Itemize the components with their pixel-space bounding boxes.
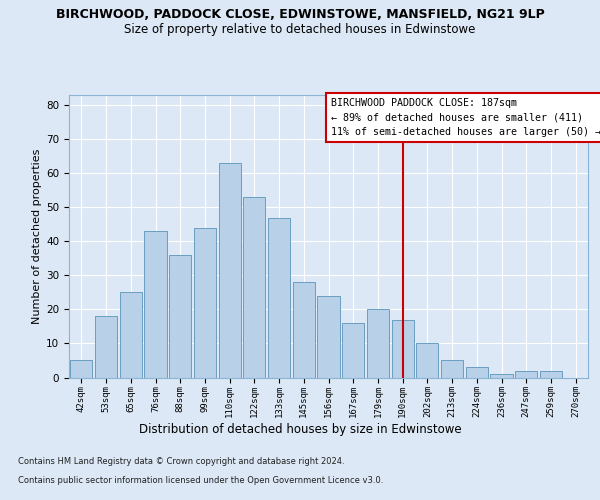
Text: Distribution of detached houses by size in Edwinstowe: Distribution of detached houses by size … xyxy=(139,422,461,436)
Text: Contains HM Land Registry data © Crown copyright and database right 2024.: Contains HM Land Registry data © Crown c… xyxy=(18,458,344,466)
Bar xyxy=(416,344,439,378)
Bar xyxy=(392,320,414,378)
Bar xyxy=(194,228,216,378)
Bar xyxy=(540,370,562,378)
Y-axis label: Number of detached properties: Number of detached properties xyxy=(32,148,42,324)
Bar xyxy=(293,282,315,378)
Bar xyxy=(490,374,512,378)
Bar xyxy=(243,197,265,378)
Bar xyxy=(95,316,117,378)
Bar xyxy=(145,231,167,378)
Bar xyxy=(515,370,538,378)
Text: BIRCHWOOD PADDOCK CLOSE: 187sqm
← 89% of detached houses are smaller (411)
11% o: BIRCHWOOD PADDOCK CLOSE: 187sqm ← 89% of… xyxy=(331,98,600,138)
Text: Contains public sector information licensed under the Open Government Licence v3: Contains public sector information licen… xyxy=(18,476,383,485)
Bar xyxy=(441,360,463,378)
Bar xyxy=(466,368,488,378)
Bar xyxy=(317,296,340,378)
Bar xyxy=(268,218,290,378)
Bar xyxy=(119,292,142,378)
Bar xyxy=(169,255,191,378)
Bar xyxy=(342,323,364,378)
Bar xyxy=(218,163,241,378)
Text: Size of property relative to detached houses in Edwinstowe: Size of property relative to detached ho… xyxy=(124,22,476,36)
Text: BIRCHWOOD, PADDOCK CLOSE, EDWINSTOWE, MANSFIELD, NG21 9LP: BIRCHWOOD, PADDOCK CLOSE, EDWINSTOWE, MA… xyxy=(56,8,544,20)
Bar xyxy=(70,360,92,378)
Bar xyxy=(367,310,389,378)
